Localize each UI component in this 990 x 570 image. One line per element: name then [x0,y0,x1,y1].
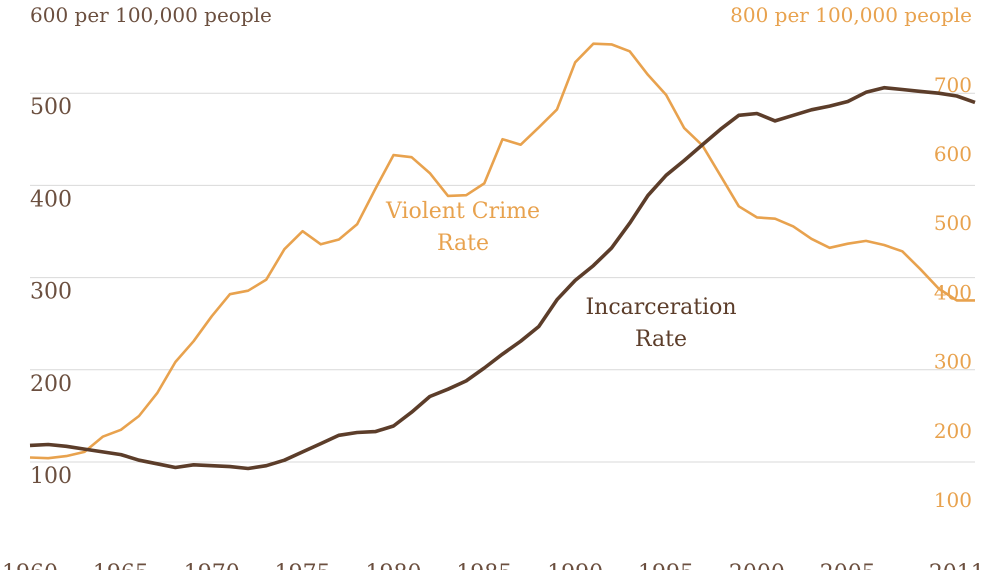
left-tick-label: 100 [30,464,72,489]
x-tick-label: 1990 [547,561,603,570]
x-tick-label: 1970 [184,561,240,570]
gridlines [30,92,975,463]
x-tick-label: 1980 [365,561,421,570]
violent-crime-label-line-1: Violent Crime [385,199,540,224]
right-tick-label: 500 [934,211,972,235]
x-tick-label: 1985 [456,561,512,570]
x-tick-label: 1965 [93,561,149,570]
x-tick-label: 1975 [275,561,331,570]
right-tick-label: 100 [934,488,972,512]
incarceration-series-label: Incarceration Rate [585,295,736,352]
violent-crime-series-label: Violent Crime Rate [385,199,540,256]
right-axis-title: 800 per 100,000 people [730,3,972,27]
x-tick-label: 2011 [929,561,985,570]
left-axis-ticks: 100 200 300 400 500 [30,95,72,489]
incarceration-label-line-2: Rate [635,327,687,352]
x-tick-label: 2005 [820,561,876,570]
incarceration-rate-line [29,85,976,471]
left-tick-label: 300 [30,280,72,305]
left-tick-label: 400 [30,187,72,212]
left-tick-label: 200 [30,372,72,397]
right-tick-label: 600 [934,142,972,166]
x-tick-label: 2000 [729,561,785,570]
incarceration-label-line-1: Incarceration [585,295,736,320]
left-axis-title: 600 per 100,000 people [30,3,272,27]
x-tick-label: 1960 [2,561,58,570]
violent-crime-label-line-2: Rate [437,231,489,256]
x-tick-label: 1995 [638,561,694,570]
right-tick-label: 200 [934,419,972,443]
right-tick-label: 300 [934,350,972,374]
left-tick-label: 500 [30,95,72,120]
x-axis-ticks: 1960 1965 1970 1975 1980 1985 1990 1995 2000 2005… [2,561,985,570]
violent-crime-rate-line [29,42,975,460]
